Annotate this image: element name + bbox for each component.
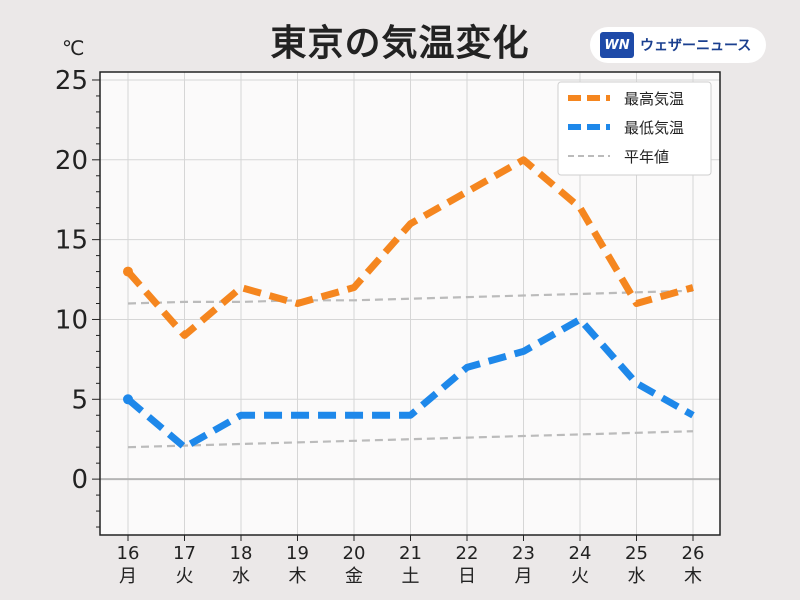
legend-item-high-label: 最高気温 [624, 90, 684, 108]
legend-box [557, 81, 712, 176]
legend-item-low-label: 最低気温 [624, 119, 684, 137]
y-tick-label: 25 [55, 66, 88, 96]
y-tick-label: 5 [71, 385, 88, 415]
x-tick-label-weekday: 月 [119, 566, 137, 587]
y-tick-label: 15 [55, 226, 88, 256]
x-tick-label-weekday: 木 [289, 566, 307, 587]
series-point-high [123, 266, 133, 277]
y-tick-label: 10 [55, 305, 88, 335]
x-tick-label-weekday: 水 [628, 566, 646, 587]
x-tick-label-weekday: 金 [345, 566, 363, 587]
x-tick-label-weekday: 月 [515, 566, 533, 587]
brand-badge: WN ウェザーニュース [590, 27, 766, 63]
x-tick-label-day: 26 [682, 543, 705, 564]
legend-item-normal-label: 平年値 [624, 148, 669, 166]
x-tick-label-weekday: 水 [232, 566, 250, 587]
chart-title: 東京の気温変化 [270, 23, 530, 64]
y-unit-label: ℃ [62, 36, 85, 60]
x-tick-label-day: 22 [456, 543, 479, 564]
x-tick-label-weekday: 土 [402, 566, 420, 587]
x-tick-label-day: 19 [286, 543, 309, 564]
y-tick-label: 20 [55, 146, 88, 176]
x-tick-label-day: 21 [399, 543, 422, 564]
x-tick-label-weekday: 火 [571, 566, 589, 587]
series-line-normal [127, 430, 694, 449]
x-tick-label-day: 16 [117, 543, 140, 564]
brand-name: ウェザーニュース [640, 38, 752, 54]
x-tick-label-day: 23 [512, 543, 535, 564]
x-tick-label-weekday: 日 [458, 566, 476, 587]
x-tick-label-weekday: 火 [176, 566, 194, 587]
x-tick-label-day: 24 [569, 543, 592, 564]
x-tick-label-weekday: 木 [684, 566, 702, 587]
series-point-low [123, 394, 133, 405]
series-line-low [125, 315, 695, 451]
weathernews-logo-icon: WN [600, 32, 634, 58]
x-tick-label-day: 25 [625, 543, 648, 564]
x-tick-label-day: 20 [343, 543, 366, 564]
x-tick-label-day: 18 [230, 543, 253, 564]
series-line-high [125, 156, 694, 339]
x-tick-label-day: 17 [173, 543, 196, 564]
y-tick-label: 0 [71, 465, 88, 495]
